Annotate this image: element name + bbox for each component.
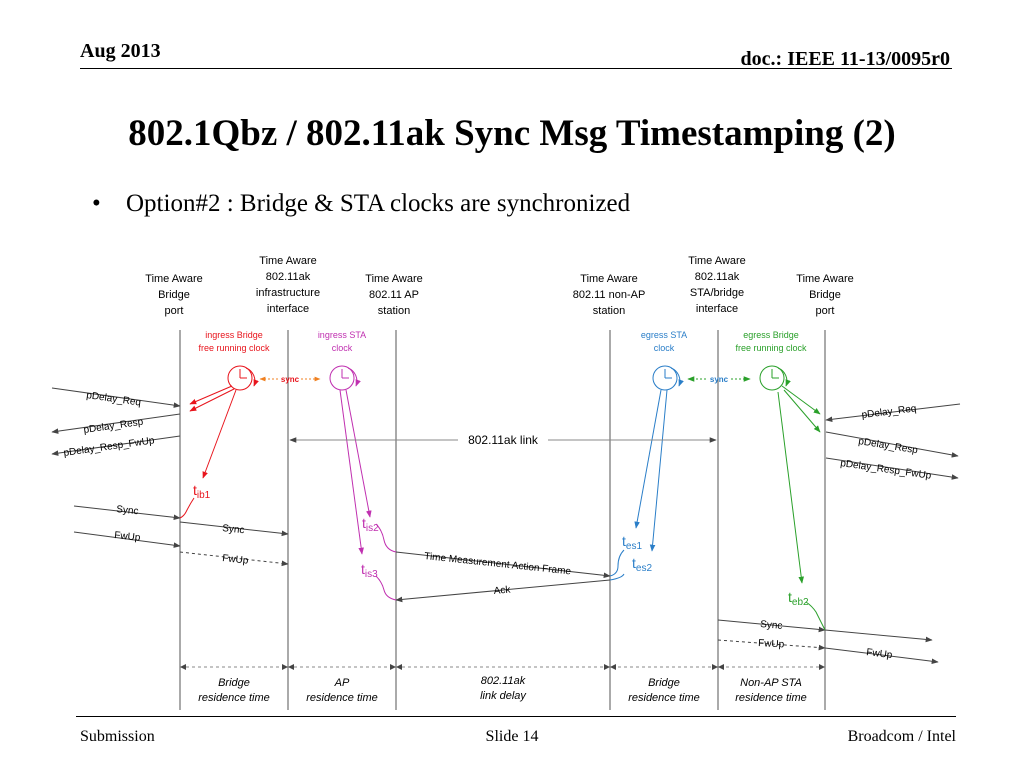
msg-fwup-sta: FwUp <box>758 638 785 650</box>
msg-pdelay-resp-right: pDelay_Resp <box>858 436 919 456</box>
clock-arrows-green <box>777 385 821 584</box>
sync-egress: sync <box>687 375 751 384</box>
msg-sync-bridge: Sync <box>222 523 245 536</box>
slide-title: 802.1Qbz / 802.11ak Sync Msg Timestampin… <box>128 113 896 154</box>
column-header-bridge-out: Time Aware Bridge port <box>796 273 853 317</box>
msg-pdelay-req-right: pDelay_Req <box>861 403 917 421</box>
segment-link-delay: 802.11ak link delay <box>480 675 527 702</box>
msg-fwup-bridge: FwUp <box>222 553 250 567</box>
segment-non-ap: Non-AP STA residence time <box>735 677 807 704</box>
clock-arrows-magenta <box>339 389 372 555</box>
timestamp-t-is2: tis2 <box>362 515 379 534</box>
msg-ack: Ack <box>493 584 512 596</box>
lifelines <box>179 330 826 710</box>
egress-sync-fwup <box>717 601 939 665</box>
clock-label-egress-bridge: egress Bridge free running clock <box>735 330 807 353</box>
clock-egress-bridge-icon <box>759 365 791 391</box>
header-doc-id: doc.: IEEE 11-13/0095r0 <box>740 48 950 70</box>
residence-bar-arrows <box>180 664 825 670</box>
sync-ingress: sync <box>259 375 321 384</box>
msg-pdelay-resp-left: pDelay_Resp <box>83 417 144 436</box>
clock-egress-sta-icon <box>652 365 684 391</box>
footer-divider <box>76 716 956 717</box>
sync-label-egress: sync <box>710 375 729 384</box>
msg-fwup-in: FwUp <box>114 530 142 544</box>
clock-ingress-bridge-icon <box>227 365 259 391</box>
column-header-bridge-in: Time Aware Bridge port <box>145 273 202 317</box>
clock-arrows-red <box>189 385 237 479</box>
msg-pdelay-req-left: pDelay_Req <box>86 390 142 409</box>
sync-label-ingress: sync <box>281 375 300 384</box>
tmaf-ack <box>375 523 625 603</box>
ingress-sync-fwup <box>73 497 289 567</box>
timestamp-t-es1: tes1 <box>622 533 642 552</box>
link-label: 802.11ak link <box>468 433 539 447</box>
column-header-sta-bridge: Time Aware 802.11ak STA/bridge interface <box>688 255 745 315</box>
footer-authors: Broadcom / Intel <box>847 728 956 745</box>
pdelay-left <box>51 387 181 456</box>
msg-pdelay-resp-fwup-left: pDelay_Resp_FwUp <box>63 435 156 459</box>
clock-ingress-sta-icon <box>329 365 361 391</box>
bullet-text: Option#2 : Bridge & STA clocks are synch… <box>126 190 631 217</box>
column-header-ap: Time Aware 802.11 AP station <box>365 273 422 317</box>
msg-fwup-out: FwUp <box>866 647 894 661</box>
msg-pdelay-resp-fwup-right: pDelay_Resp_FwUp <box>840 458 933 482</box>
clock-label-ingress-bridge: ingress Bridge free running clock <box>198 330 270 353</box>
timestamp-t-eb2: teb2 <box>788 589 809 608</box>
clock-arrows-blue <box>634 389 668 552</box>
timestamp-t-is3: tis3 <box>361 561 378 580</box>
footer-submission: Submission <box>80 728 155 745</box>
msg-tmaf: Time Measurement Action Frame <box>424 551 572 577</box>
segment-bridge-sta: Bridge residence time <box>628 677 700 704</box>
bullet-dot-icon: • <box>92 190 101 217</box>
footer-slide-number: Slide 14 <box>485 728 539 745</box>
header-divider <box>80 68 952 69</box>
msg-sync-in: Sync <box>116 504 139 517</box>
clock-label-egress-sta: egress STA clock <box>641 330 687 353</box>
timestamp-t-es2: tes2 <box>632 555 652 574</box>
clock-label-ingress-sta: ingress STA clock <box>318 330 366 353</box>
segment-bridge-in: Bridge residence time <box>198 677 270 704</box>
bullet-item: • Option#2 : Bridge & STA clocks are sync… <box>92 190 630 218</box>
header-date: Aug 2013 <box>80 40 161 62</box>
pdelay-right <box>825 403 961 480</box>
msg-sync-sta: Sync <box>760 619 783 632</box>
timestamp-t-ib1: tib1 <box>193 482 211 501</box>
segment-ap: AP residence time <box>306 677 378 704</box>
column-header-ak-infra: Time Aware 802.11ak infrastructure interfac… <box>256 255 320 315</box>
column-header-non-ap: Time Aware 802.11 non-AP station <box>573 273 646 317</box>
